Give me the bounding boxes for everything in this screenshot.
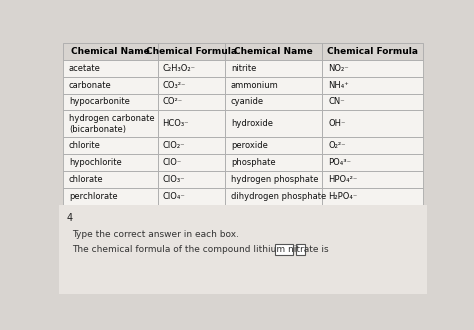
Bar — [322, 60, 423, 77]
Bar — [322, 43, 423, 60]
Bar — [63, 137, 158, 154]
Bar — [158, 93, 225, 111]
Bar — [63, 60, 158, 77]
Bar — [158, 188, 225, 205]
Text: hydrogen phosphate: hydrogen phosphate — [231, 175, 318, 184]
Bar — [63, 154, 158, 171]
Text: dihydrogen phosphate: dihydrogen phosphate — [231, 192, 326, 201]
Text: O₂²⁻: O₂²⁻ — [328, 141, 346, 150]
Text: NO₂⁻: NO₂⁻ — [328, 64, 349, 73]
Text: 4: 4 — [66, 213, 73, 223]
Text: HPO₄²⁻: HPO₄²⁻ — [328, 175, 357, 184]
Bar — [296, 245, 305, 255]
Bar — [225, 77, 322, 93]
Bar — [158, 60, 225, 77]
Text: acetate: acetate — [69, 64, 100, 73]
Text: CN⁻: CN⁻ — [328, 97, 345, 107]
Bar — [322, 171, 423, 188]
Text: hypocarbonite: hypocarbonite — [69, 97, 130, 107]
Bar — [158, 77, 225, 93]
Bar — [63, 171, 158, 188]
Text: ClO⁻: ClO⁻ — [163, 158, 182, 167]
Bar — [63, 188, 158, 205]
Text: carbonate: carbonate — [69, 81, 111, 89]
Text: phosphate: phosphate — [231, 158, 275, 167]
Text: H₂PO₄⁻: H₂PO₄⁻ — [328, 192, 357, 201]
Text: ClO₃⁻: ClO₃⁻ — [163, 175, 185, 184]
Text: CO²⁻: CO²⁻ — [163, 97, 182, 107]
Text: chlorate: chlorate — [69, 175, 103, 184]
Text: Chemical Name: Chemical Name — [72, 47, 150, 56]
Text: PO₄³⁻: PO₄³⁻ — [328, 158, 351, 167]
Bar — [322, 111, 423, 137]
Bar — [158, 154, 225, 171]
Bar — [322, 77, 423, 93]
Bar — [158, 137, 225, 154]
Bar — [225, 60, 322, 77]
Bar — [63, 77, 158, 93]
Text: nitrite: nitrite — [231, 64, 256, 73]
Bar — [225, 171, 322, 188]
Text: chlorite: chlorite — [69, 141, 100, 150]
Bar — [225, 188, 322, 205]
Text: ClO₂⁻: ClO₂⁻ — [163, 141, 185, 150]
Text: hydrogen carbonate
(bicarbonate): hydrogen carbonate (bicarbonate) — [69, 114, 155, 134]
Bar — [63, 43, 158, 60]
Bar — [158, 171, 225, 188]
Bar — [322, 137, 423, 154]
Text: cyanide: cyanide — [231, 97, 264, 107]
Bar — [225, 111, 322, 137]
Text: Chemical Name: Chemical Name — [234, 47, 313, 56]
Text: perchlorate: perchlorate — [69, 192, 118, 201]
Bar — [59, 205, 427, 294]
Text: ammonium: ammonium — [231, 81, 279, 89]
Bar — [225, 154, 322, 171]
Text: NH₄⁺: NH₄⁺ — [328, 81, 349, 89]
Bar — [225, 43, 322, 60]
Text: hypochlorite: hypochlorite — [69, 158, 122, 167]
Bar — [322, 154, 423, 171]
Bar — [225, 137, 322, 154]
Bar — [158, 111, 225, 137]
Text: hydroxide: hydroxide — [231, 119, 273, 128]
Text: C₂H₃O₂⁻: C₂H₃O₂⁻ — [163, 64, 195, 73]
Bar — [225, 93, 322, 111]
Bar — [275, 245, 292, 255]
Bar — [322, 93, 423, 111]
Text: Chemical Formula: Chemical Formula — [146, 47, 237, 56]
Bar — [158, 43, 225, 60]
Text: The chemical formula of the compound lithium nitrate is: The chemical formula of the compound lit… — [73, 245, 329, 254]
Bar — [322, 188, 423, 205]
Text: Type the correct answer in each box.: Type the correct answer in each box. — [73, 230, 239, 239]
Text: HCO₃⁻: HCO₃⁻ — [163, 119, 189, 128]
Bar — [63, 111, 158, 137]
Text: CO₃²⁻: CO₃²⁻ — [163, 81, 186, 89]
Bar — [63, 93, 158, 111]
Text: peroxide: peroxide — [231, 141, 268, 150]
Text: ClO₄⁻: ClO₄⁻ — [163, 192, 185, 201]
Text: OH⁻: OH⁻ — [328, 119, 346, 128]
Text: Chemical Formula: Chemical Formula — [327, 47, 418, 56]
